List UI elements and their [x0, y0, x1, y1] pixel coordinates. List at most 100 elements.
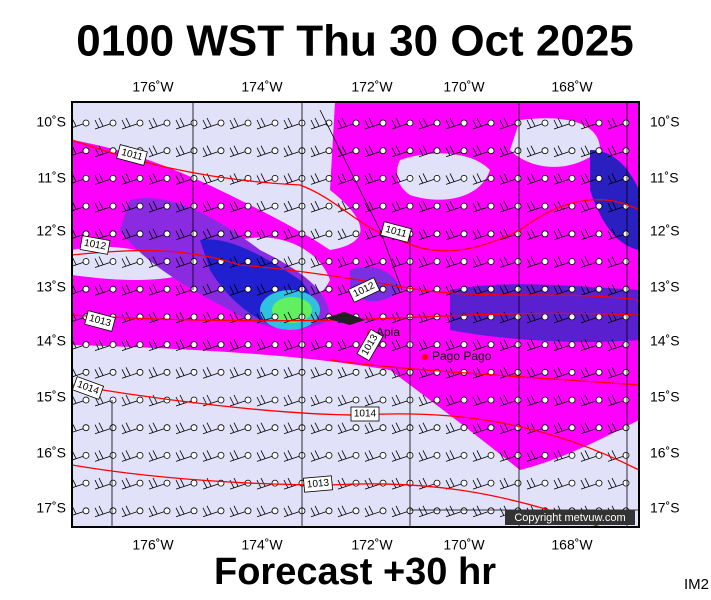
lat-label: 16˚S [36, 445, 66, 461]
station [217, 119, 225, 127]
lon-label: 168˚W [551, 79, 593, 95]
lat-label: 11˚S [37, 170, 66, 186]
station [460, 258, 468, 265]
station [82, 258, 90, 265]
station [514, 479, 522, 487]
station [595, 119, 603, 127]
station [244, 313, 252, 321]
lon-label: 170˚W [443, 537, 485, 553]
station [325, 258, 333, 265]
station [190, 174, 198, 182]
station [163, 230, 171, 238]
station [109, 396, 117, 404]
station [109, 368, 117, 376]
lon-label: 174˚W [241, 537, 283, 553]
station [595, 396, 603, 404]
station [568, 147, 576, 155]
station [568, 479, 576, 487]
map-area: Apia Pago Pago 1011101210131014101210111… [72, 102, 639, 527]
station [325, 147, 333, 155]
station [568, 174, 576, 182]
station [460, 396, 468, 404]
station [244, 396, 252, 404]
station [325, 174, 333, 182]
station [487, 230, 495, 238]
station [271, 230, 279, 238]
station [244, 368, 252, 376]
station [244, 202, 252, 210]
station [190, 202, 198, 210]
lat-label: 10˚S [36, 114, 66, 130]
station [622, 147, 630, 155]
station [622, 368, 630, 376]
station [82, 424, 90, 432]
station [190, 313, 198, 321]
station [595, 174, 603, 182]
station [325, 368, 333, 376]
station [622, 396, 630, 404]
station [271, 341, 279, 349]
station [271, 507, 279, 515]
station [352, 424, 360, 432]
isobar-label-box [303, 475, 333, 493]
station [109, 119, 117, 127]
station [433, 174, 441, 182]
station [109, 285, 117, 293]
station [82, 147, 90, 155]
station [379, 424, 387, 432]
station [271, 147, 279, 155]
lon-label: 176˚W [132, 537, 174, 553]
station [541, 285, 549, 293]
station [82, 507, 90, 515]
station [541, 368, 549, 376]
isobar [72, 249, 639, 301]
lat-label: 14˚S [36, 333, 66, 349]
lon-label: 174˚W [241, 79, 283, 95]
station [460, 202, 468, 210]
station [271, 368, 279, 376]
station [136, 396, 144, 404]
station [460, 119, 468, 127]
lon-label: 170˚W [443, 79, 485, 95]
station [217, 424, 225, 432]
station [514, 341, 522, 349]
station [622, 479, 630, 487]
station [136, 258, 144, 265]
station [433, 451, 441, 459]
lon-label: 176˚W [132, 79, 174, 95]
wind-barbs [72, 117, 630, 518]
station [217, 368, 225, 376]
station [379, 507, 387, 515]
station [460, 479, 468, 487]
station [622, 230, 630, 238]
station [379, 119, 387, 127]
lat-label: 12˚S [650, 223, 680, 239]
station [82, 174, 90, 182]
station [190, 230, 198, 238]
station [487, 424, 495, 432]
station [163, 424, 171, 432]
station [541, 341, 549, 349]
station [487, 285, 495, 293]
station [568, 451, 576, 459]
station [325, 396, 333, 404]
isobar-label-box [350, 406, 380, 422]
station [271, 202, 279, 210]
station [217, 174, 225, 182]
station [325, 451, 333, 459]
station [460, 147, 468, 155]
station [541, 396, 549, 404]
isobar-label-group: 1014 [72, 376, 105, 400]
station [136, 202, 144, 210]
station [433, 479, 441, 487]
station [568, 368, 576, 376]
station [190, 479, 198, 487]
isobar [329, 359, 639, 386]
lon-label: 168˚W [551, 537, 593, 553]
station [82, 479, 90, 487]
station [541, 479, 549, 487]
station [325, 230, 333, 238]
station [109, 258, 117, 265]
station [433, 424, 441, 432]
station [190, 119, 198, 127]
